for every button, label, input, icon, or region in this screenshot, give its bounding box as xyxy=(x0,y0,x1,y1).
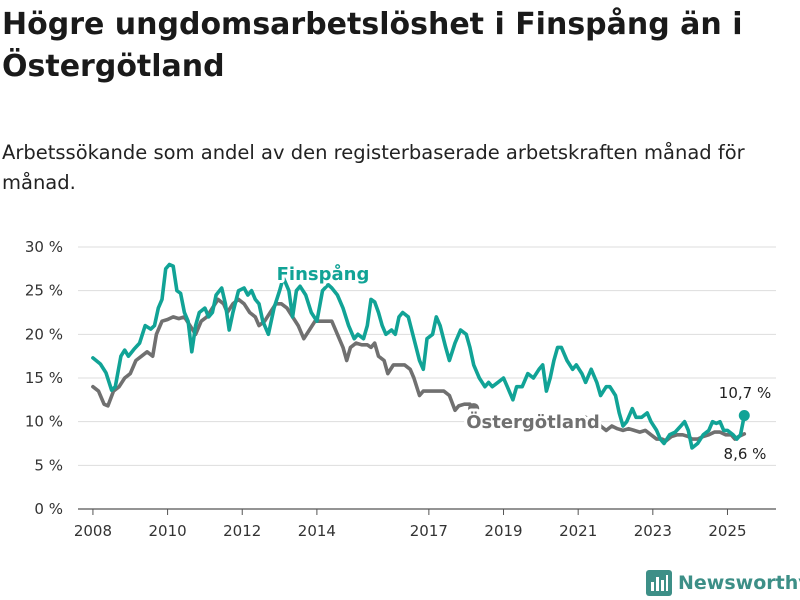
x-tick-label: 2023 xyxy=(634,522,672,540)
x-tick-label: 2019 xyxy=(484,522,522,540)
series-labels: Finspång Östergötland 10,7 % 8,6 % xyxy=(274,260,772,463)
series-line xyxy=(91,262,747,450)
x-tick-label: 2014 xyxy=(298,522,336,540)
y-tick-label: 10 % xyxy=(25,413,63,431)
series-line xyxy=(91,297,476,413)
bar-chart-logo-icon xyxy=(646,570,672,596)
series-label-ostergotland: Östergötland xyxy=(466,411,600,433)
x-tick-label: 2008 xyxy=(74,522,112,540)
x-tick-label: 2012 xyxy=(223,522,261,540)
end-value-label-ostergotland: 8,6 % xyxy=(724,445,767,463)
y-tick-label: 0 % xyxy=(34,500,63,518)
x-tick-label: 2021 xyxy=(559,522,597,540)
end-value-label-finspang: 10,7 % xyxy=(719,384,771,402)
brand-name: Newsworthy xyxy=(678,572,800,594)
y-tick-label: 30 % xyxy=(25,238,63,256)
chart-subtitle: Arbetssökande som andel av den registerb… xyxy=(2,141,745,194)
y-axis-tick-labels: 0 % 5 % 10 % 15 % 20 % 25 % 30 % xyxy=(25,238,63,518)
newsworthy-brand: Newsworthy xyxy=(646,568,800,598)
x-tick-label: 2010 xyxy=(148,522,186,540)
series-end-marker xyxy=(738,410,750,422)
y-tick-label: 15 % xyxy=(25,369,63,387)
y-tick-label: 25 % xyxy=(25,282,63,300)
y-tick-label: 5 % xyxy=(34,456,63,474)
x-axis-tick-labels: 2008 2010 2012 2014 2017 2019 2021 2023 2025 xyxy=(74,509,747,540)
x-tick-label: 2017 xyxy=(410,522,448,540)
series-label-finspang: Finspång xyxy=(277,263,370,285)
y-tick-label: 20 % xyxy=(25,325,63,343)
series-end-marker xyxy=(468,403,480,415)
grid-lines xyxy=(78,246,776,510)
x-tick-label: 2025 xyxy=(708,522,746,540)
page-title: Högre ungdomsarbetslöshet i Finspång än … xyxy=(2,7,743,84)
series-lines xyxy=(91,262,750,450)
